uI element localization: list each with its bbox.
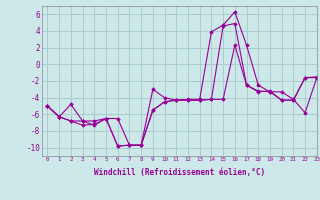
X-axis label: Windchill (Refroidissement éolien,°C): Windchill (Refroidissement éolien,°C) bbox=[94, 168, 265, 177]
